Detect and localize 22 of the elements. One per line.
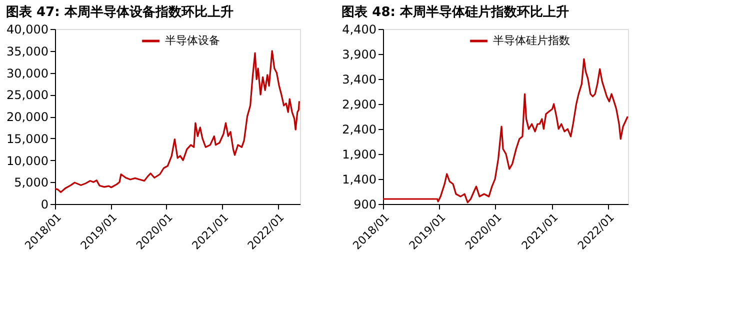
- y-tick-label: 40,000: [6, 22, 48, 36]
- y-tick-label: 2,900: [342, 98, 376, 112]
- legend-label: 半导体设备: [164, 34, 220, 47]
- y-tick-label: 30,000: [6, 66, 48, 80]
- line-series: [54, 50, 300, 193]
- y-tick-label: 3,900: [342, 48, 376, 62]
- y-tick-label: 20,000: [6, 110, 48, 124]
- y-tick-label: 1,900: [342, 148, 376, 162]
- y-tick-label: 35,000: [6, 44, 48, 58]
- legend-label: 半导体硅片指数: [492, 34, 570, 47]
- y-tick-label: 10,000: [6, 154, 48, 168]
- y-tick-label: 900: [354, 198, 376, 212]
- y-tick-label: 3,400: [342, 72, 376, 86]
- y-tick-label: 15,000: [6, 132, 48, 146]
- chart-title: 图表 47: 本周半导体设备指数环比上升: [6, 4, 234, 20]
- chart-title: 图表 48: 本周半导体硅片指数环比上升: [342, 4, 569, 20]
- y-tick-label: 0: [40, 198, 48, 212]
- y-tick-label: 1,400: [342, 172, 376, 186]
- y-tick-label: 5,000: [14, 176, 48, 190]
- y-tick-label: 25,000: [6, 88, 48, 102]
- y-tick-label: 2,400: [342, 122, 376, 136]
- y-tick-label: 4,400: [342, 22, 376, 36]
